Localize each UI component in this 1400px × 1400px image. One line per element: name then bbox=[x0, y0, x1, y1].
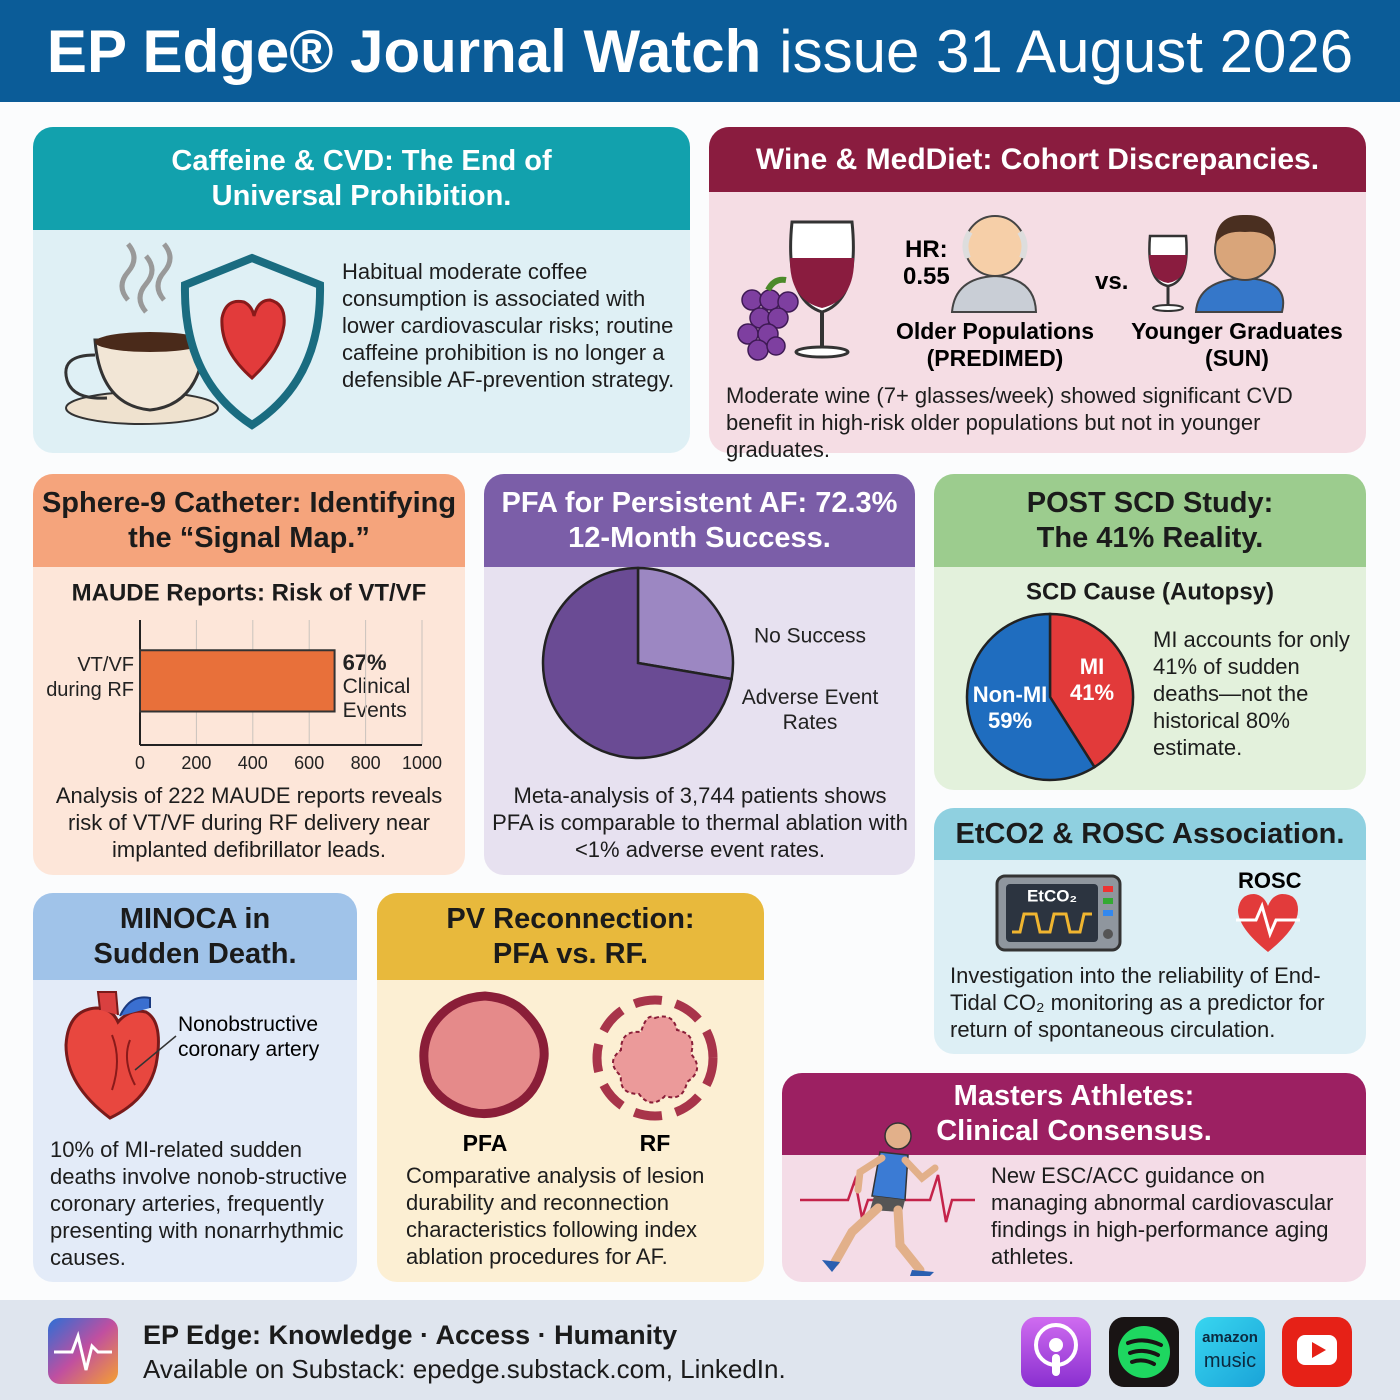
lesion-label: RF bbox=[639, 1130, 671, 1156]
panel-header: PV Reconnection: PFA vs. RF. bbox=[377, 893, 764, 980]
annotation-value: 67% bbox=[342, 649, 387, 675]
heart-icon bbox=[1236, 894, 1300, 952]
panel-header: POST SCD Study: The 41% Reality. bbox=[934, 474, 1366, 567]
shield-icon bbox=[180, 253, 325, 430]
panel-header: Wine & MedDiet: Cohort Discrepancies. bbox=[709, 127, 1366, 192]
chart-title: SCD Cause (Autopsy) bbox=[1026, 578, 1274, 605]
chart-title: MAUDE Reports: Risk of VT/VF bbox=[72, 579, 427, 606]
panel-text: MI accounts for only 41% of sudden death… bbox=[1153, 627, 1350, 760]
pie-slice bbox=[541, 566, 734, 760]
panel-text: New ESC/ACC guidance on managing abnorma… bbox=[991, 1163, 1334, 1269]
x-tick-label: 400 bbox=[238, 753, 268, 773]
panel-text: Investigation into the reliability of En… bbox=[950, 963, 1325, 1042]
brand-logo bbox=[48, 1318, 118, 1384]
spotify-icon[interactable] bbox=[1109, 1317, 1179, 1387]
panel-title: Wine & MedDiet: Cohort Discrepancies. bbox=[755, 143, 1320, 176]
runner-icon bbox=[800, 1122, 975, 1276]
x-tick-label: 0 bbox=[135, 753, 145, 773]
x-tick-label: 800 bbox=[351, 753, 381, 773]
panel-header: Masters Athletes: Clinical Consensus. bbox=[782, 1073, 1366, 1155]
panel-title: EtCO2 & ROSC Association. bbox=[955, 817, 1345, 850]
x-tick-label: 200 bbox=[181, 753, 211, 773]
rosc-label: ROSC bbox=[1238, 868, 1302, 893]
brand-title: EP Edge® Journal Watch bbox=[46, 17, 762, 85]
icon-label: music bbox=[1204, 1350, 1256, 1372]
panel-text: Moderate wine (7+ glasses/week) showed s… bbox=[726, 383, 1293, 462]
slice-label: Non-MI bbox=[973, 682, 1048, 707]
panel-text: Comparative analysis of lesion durabilit… bbox=[406, 1163, 705, 1269]
panel-text: Habitual moderate coffee consumption is … bbox=[342, 259, 675, 392]
panel-header: MINOCA in Sudden Death. bbox=[33, 893, 357, 980]
slice-label: MI bbox=[1080, 654, 1104, 679]
panel-title: Masters Athletes: Clinical Consensus. bbox=[936, 1080, 1212, 1147]
cohort-label: Younger Graduates (SUN) bbox=[1131, 318, 1343, 371]
heart-illustration bbox=[64, 991, 177, 1120]
cohort-label: Older Populations (PREDIMED) bbox=[895, 318, 1095, 371]
lesion-label: PFA bbox=[462, 1130, 508, 1156]
footer-availability: Available on Substack: epedge.substack.c… bbox=[143, 1354, 786, 1384]
header-bar: EP Edge® Journal Watch issue 31 August 20… bbox=[0, 0, 1400, 102]
lesion-icon bbox=[419, 991, 718, 1121]
y-tick-label: VT/VF during RF bbox=[46, 653, 134, 701]
versus: vs. bbox=[1095, 268, 1129, 295]
amazon-music-icon[interactable]: amazon music bbox=[1195, 1317, 1265, 1387]
panel-title: Sphere-9 Catheter: Identifying the “Sign… bbox=[41, 486, 457, 554]
youtube-icon[interactable] bbox=[1282, 1317, 1352, 1387]
hr-label: HR: bbox=[905, 236, 948, 263]
panel-header: EtCO2 & ROSC Association. bbox=[934, 808, 1366, 860]
panel-header: Caffeine & CVD: The End of Universal Pro… bbox=[33, 127, 690, 230]
panel-title: MINOCA in Sudden Death. bbox=[93, 902, 297, 970]
icon-label: amazon bbox=[1202, 1329, 1258, 1346]
slice-label: No Success bbox=[754, 625, 866, 648]
panel-text: Analysis of 222 MAUDE reports reveals ri… bbox=[55, 783, 443, 862]
podcasts-icon[interactable] bbox=[1021, 1317, 1091, 1387]
footer-tagline: EP Edge: Knowledge · Access · Humanity bbox=[143, 1320, 678, 1350]
panel-title: PFA for Persistent AF: 72.3% 12-Month Su… bbox=[501, 486, 898, 554]
monitor-label: EtCO₂ bbox=[1027, 886, 1077, 905]
issue-title: issue 31 August 2026 bbox=[779, 17, 1354, 85]
pie-slice bbox=[965, 612, 1097, 782]
x-tick-label: 1000 bbox=[402, 753, 442, 773]
value-label: 59% bbox=[988, 708, 1032, 733]
panel-title: Caffeine & CVD: The End of Universal Pro… bbox=[171, 144, 552, 212]
monitor-icon: EtCO₂ bbox=[995, 874, 1122, 952]
bar bbox=[139, 649, 336, 713]
coffee-icon bbox=[64, 242, 219, 425]
wine-icon bbox=[737, 220, 1188, 361]
panel-title: POST SCD Study: The 41% Reality. bbox=[1026, 486, 1274, 554]
panel: EtCO2 & ROSC Association. bbox=[934, 808, 1366, 1054]
panel-text: Meta-analysis of 3,744 patients shows PF… bbox=[492, 783, 908, 862]
pie-slice bbox=[636, 566, 735, 681]
value-label: 41% bbox=[1070, 680, 1114, 705]
person-icon bbox=[950, 214, 1285, 313]
hr-value: 0.55 bbox=[903, 263, 950, 290]
panel-header: Sphere-9 Catheter: Identifying the “Sign… bbox=[33, 474, 465, 567]
panel-header: PFA for Persistent AF: 72.3% 12-Month Su… bbox=[484, 474, 915, 567]
callout: Nonobstructive coronary artery bbox=[178, 1013, 320, 1061]
annotation-caption: Clinical Events bbox=[342, 674, 411, 722]
panel-title: PV Reconnection: PFA vs. RF. bbox=[446, 902, 695, 970]
panel-text: 10% of MI-related sudden deaths involve … bbox=[50, 1137, 348, 1270]
x-tick-label: 600 bbox=[294, 753, 324, 773]
slice-label: Adverse Event Rates bbox=[742, 686, 879, 734]
